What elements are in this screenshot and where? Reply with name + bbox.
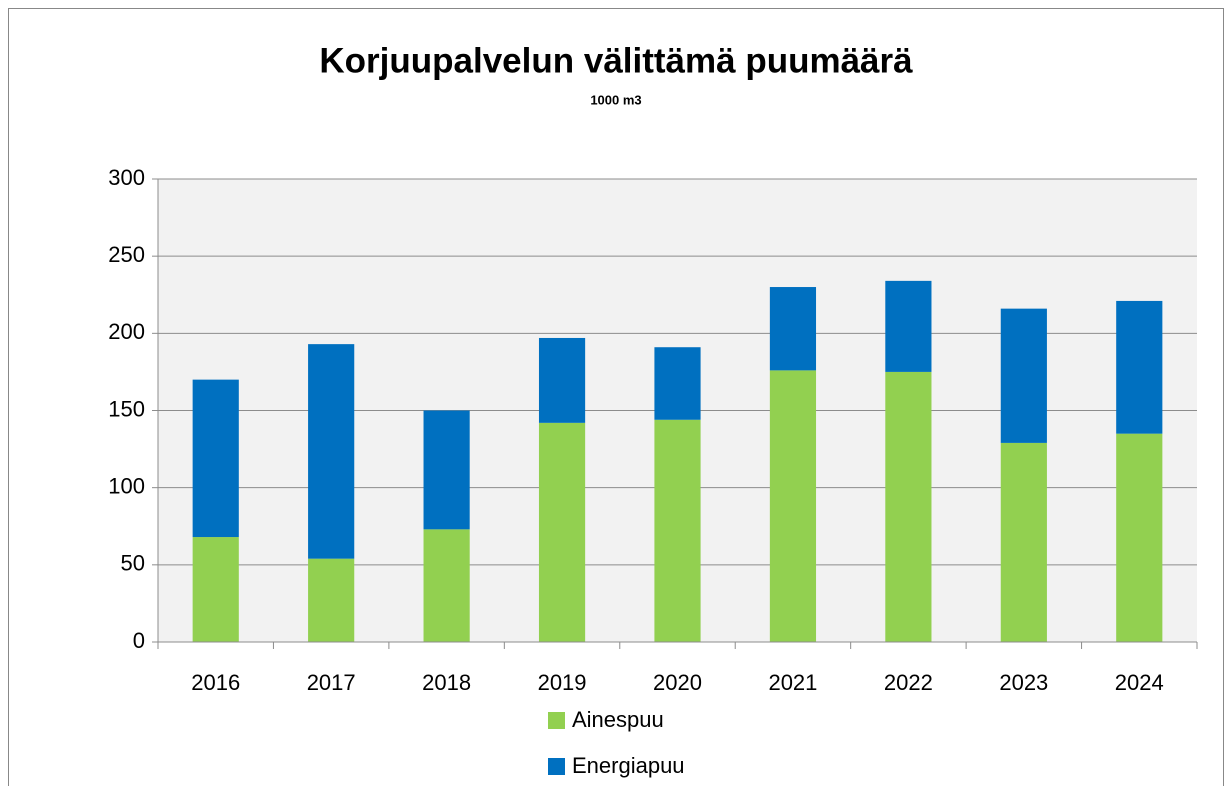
legend-label: Ainespuu — [572, 707, 664, 732]
legend-swatch — [548, 712, 565, 729]
bar-segment — [885, 371, 932, 642]
bar-segment — [885, 280, 932, 372]
chart-subtitle: 1000 m3 — [590, 92, 641, 107]
x-tick-label: 2020 — [653, 670, 702, 695]
x-tick-label: 2019 — [538, 670, 587, 695]
bar-segment — [769, 370, 817, 642]
y-tick-label: 250 — [108, 242, 145, 267]
y-tick-label: 100 — [108, 473, 145, 498]
y-tick-label: 200 — [108, 319, 145, 344]
x-tick-label: 2022 — [884, 670, 933, 695]
x-tick-label: 2023 — [999, 670, 1048, 695]
legend-swatch — [548, 758, 565, 775]
y-tick-label: 150 — [108, 396, 145, 421]
x-tick-label: 2024 — [1115, 670, 1164, 695]
bar-segment — [1000, 442, 1047, 642]
bar-segment — [308, 558, 355, 642]
bar-segment — [654, 419, 701, 642]
x-tick-label: 2021 — [768, 670, 817, 695]
y-tick-label: 0 — [133, 628, 145, 653]
bar-segment — [192, 537, 239, 642]
x-tick-label: 2017 — [307, 670, 356, 695]
bar-segment — [1116, 300, 1163, 434]
chart-title: Korjuupalvelun välittämä puumäärä — [319, 41, 913, 80]
bar-segment — [538, 337, 586, 423]
bar-segment — [538, 422, 586, 642]
y-tick-label: 300 — [108, 165, 145, 190]
bar-segment — [423, 410, 470, 530]
bar-segment — [308, 344, 355, 559]
bar-segment — [1000, 308, 1047, 443]
legend-label: Energiapuu — [572, 753, 685, 778]
bar-segment — [192, 379, 239, 538]
y-tick-label: 50 — [121, 551, 145, 576]
x-tick-label: 2018 — [422, 670, 471, 695]
bar-segment — [423, 529, 470, 642]
bar-segment — [654, 347, 701, 420]
x-tick-label: 2016 — [191, 670, 240, 695]
bar-segment — [769, 287, 817, 371]
bar-segment — [1116, 433, 1163, 642]
